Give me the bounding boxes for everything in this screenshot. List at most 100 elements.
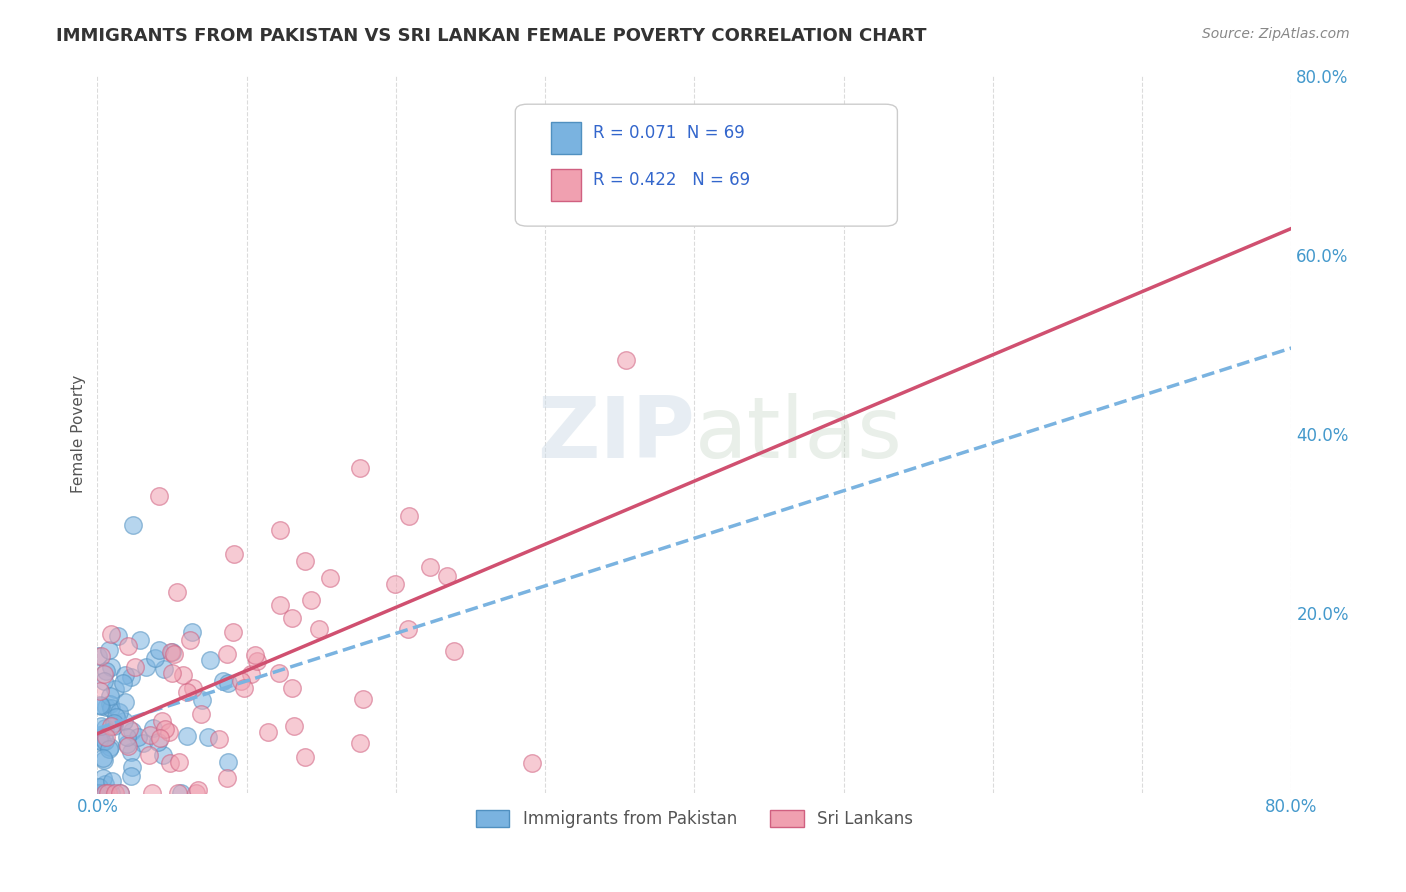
Point bbox=[308, 622, 330, 636]
Point bbox=[191, 693, 214, 707]
Point bbox=[120, 745, 142, 759]
Point bbox=[152, 748, 174, 763]
Point bbox=[118, 722, 141, 736]
Point bbox=[281, 681, 304, 696]
Point bbox=[98, 697, 121, 711]
Point bbox=[93, 754, 115, 768]
Point bbox=[94, 722, 117, 736]
Point bbox=[160, 665, 183, 680]
Point bbox=[127, 730, 149, 744]
Point bbox=[294, 554, 316, 568]
Point bbox=[167, 786, 190, 800]
Point bbox=[240, 667, 263, 681]
Point bbox=[149, 731, 172, 745]
Point bbox=[269, 523, 291, 537]
Point bbox=[257, 725, 280, 739]
Point bbox=[135, 660, 157, 674]
Point bbox=[398, 508, 420, 523]
Point bbox=[520, 756, 543, 770]
Point bbox=[91, 771, 114, 785]
Point bbox=[112, 714, 135, 728]
Text: atlas: atlas bbox=[695, 392, 903, 475]
Point bbox=[90, 699, 112, 714]
Point bbox=[197, 730, 219, 744]
Y-axis label: Female Poverty: Female Poverty bbox=[72, 375, 86, 493]
Point bbox=[87, 732, 110, 747]
Point bbox=[100, 660, 122, 674]
Point bbox=[190, 707, 212, 722]
Point bbox=[98, 741, 121, 756]
Point bbox=[94, 665, 117, 679]
Point bbox=[94, 777, 117, 791]
Point bbox=[90, 718, 112, 732]
Point bbox=[93, 667, 115, 681]
Point bbox=[87, 649, 110, 664]
Point bbox=[90, 649, 112, 664]
Point bbox=[129, 633, 152, 648]
Point bbox=[186, 786, 208, 800]
Point bbox=[97, 786, 120, 800]
Point bbox=[170, 786, 193, 800]
Point bbox=[114, 668, 136, 682]
Point bbox=[212, 673, 235, 688]
Point bbox=[89, 698, 111, 712]
Point bbox=[110, 786, 132, 800]
FancyBboxPatch shape bbox=[515, 104, 897, 226]
Point bbox=[89, 730, 111, 744]
Point bbox=[142, 721, 165, 735]
Text: IMMIGRANTS FROM PAKISTAN VS SRI LANKAN FEMALE POVERTY CORRELATION CHART: IMMIGRANTS FROM PAKISTAN VS SRI LANKAN F… bbox=[56, 27, 927, 45]
Point bbox=[100, 627, 122, 641]
Point bbox=[103, 719, 125, 733]
Point bbox=[614, 352, 637, 367]
Point bbox=[108, 786, 131, 800]
Point bbox=[187, 783, 209, 797]
Point bbox=[160, 645, 183, 659]
Point bbox=[233, 681, 256, 695]
Point bbox=[115, 730, 138, 744]
Point bbox=[246, 654, 269, 668]
Point bbox=[159, 756, 181, 771]
Text: ZIP: ZIP bbox=[537, 392, 695, 475]
Point bbox=[299, 593, 322, 607]
Point bbox=[104, 681, 127, 696]
Point bbox=[319, 571, 342, 585]
Point bbox=[141, 786, 163, 800]
Bar bbox=[551, 169, 581, 201]
Point bbox=[91, 735, 114, 749]
Point bbox=[139, 728, 162, 742]
Point bbox=[101, 773, 124, 788]
Point bbox=[281, 611, 304, 625]
Point bbox=[217, 647, 239, 661]
Point bbox=[94, 734, 117, 748]
Point bbox=[115, 738, 138, 752]
Point bbox=[222, 547, 245, 561]
Point bbox=[243, 648, 266, 662]
Point bbox=[94, 786, 117, 800]
Point bbox=[89, 786, 111, 800]
Point bbox=[217, 755, 239, 769]
Point bbox=[148, 643, 170, 657]
Point bbox=[215, 771, 238, 785]
Point bbox=[121, 760, 143, 774]
Point bbox=[146, 735, 169, 749]
Point bbox=[157, 725, 180, 739]
Point bbox=[114, 695, 136, 709]
Point bbox=[89, 684, 111, 698]
Point bbox=[148, 489, 170, 503]
Point bbox=[419, 560, 441, 574]
Point bbox=[163, 647, 186, 661]
Point bbox=[87, 780, 110, 794]
Point bbox=[120, 670, 142, 684]
Point bbox=[384, 577, 406, 591]
Point bbox=[269, 599, 291, 613]
Point bbox=[172, 667, 194, 681]
Point bbox=[94, 786, 117, 800]
Point bbox=[117, 739, 139, 753]
Point bbox=[176, 729, 198, 743]
Point bbox=[198, 653, 221, 667]
Point bbox=[176, 685, 198, 699]
Point bbox=[100, 719, 122, 733]
Point bbox=[104, 786, 127, 800]
Text: Source: ZipAtlas.com: Source: ZipAtlas.com bbox=[1202, 27, 1350, 41]
Point bbox=[143, 650, 166, 665]
